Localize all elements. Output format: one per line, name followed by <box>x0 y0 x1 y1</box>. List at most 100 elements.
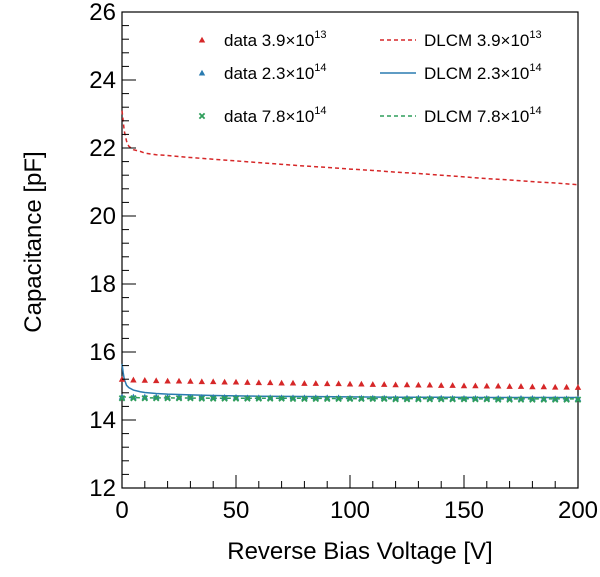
data-point <box>301 394 308 401</box>
data-point <box>369 395 377 403</box>
data-point <box>232 395 240 402</box>
data-point <box>506 396 513 403</box>
data-point-stroke-b <box>312 395 320 403</box>
data-point <box>540 395 547 402</box>
data-point <box>130 376 137 383</box>
curve-layer <box>121 110 579 400</box>
data-point-stroke-b <box>483 396 491 403</box>
data-point <box>221 394 228 400</box>
data-point <box>517 383 525 389</box>
x-tick-label: 200 <box>558 497 598 524</box>
legend-marker <box>198 36 206 43</box>
data-point <box>267 379 274 386</box>
data-point <box>267 394 274 401</box>
y-tick-label: 26 <box>89 0 116 26</box>
data-point <box>164 377 171 384</box>
data-point <box>198 378 205 385</box>
legend-entry-label: data 2.3×1014 <box>224 62 327 83</box>
data-point <box>483 382 490 389</box>
data-point-stroke-b <box>517 396 525 403</box>
data-point <box>483 395 490 401</box>
data-point <box>152 395 160 402</box>
y-tick-label: 22 <box>89 135 116 162</box>
data-point <box>552 383 559 390</box>
data-point <box>381 394 388 401</box>
data-point-stroke-b <box>369 395 377 403</box>
data-point-stroke-b <box>198 395 206 402</box>
data-point <box>574 396 582 403</box>
data-point <box>118 393 126 400</box>
data-point-stroke-b <box>472 396 479 403</box>
data-point <box>312 394 319 401</box>
data-point-stroke-b <box>358 395 365 403</box>
data-point <box>141 393 148 400</box>
data-point-stroke-b <box>164 395 171 402</box>
data-point <box>472 382 479 389</box>
data-point <box>552 395 559 402</box>
data-point <box>244 379 251 385</box>
data-point <box>369 394 376 401</box>
data-point-stroke-b <box>460 396 468 403</box>
data-point <box>232 378 240 385</box>
data-point <box>358 394 365 401</box>
data-point <box>483 396 491 403</box>
data-point-stroke-b <box>506 396 513 403</box>
data-point <box>266 395 274 402</box>
data-point <box>574 395 582 402</box>
data-point <box>255 394 262 401</box>
plot-frame-layer <box>121 11 579 489</box>
data-point <box>426 381 433 388</box>
y-axis-title: Capacitance [pF] <box>20 151 47 332</box>
data-point <box>563 395 570 402</box>
data-point <box>198 394 205 400</box>
data-point <box>506 395 513 401</box>
data-point <box>210 378 217 385</box>
data-point <box>529 383 536 390</box>
data-point <box>278 394 285 401</box>
data-point <box>335 395 342 403</box>
data-point-stroke-b <box>141 395 149 402</box>
data-point-stroke-b <box>494 396 502 403</box>
data-point-stroke-b <box>437 396 445 403</box>
data-point <box>187 395 194 402</box>
legend: data 3.9×1013 data 2.3×1014 data 7.8×1014 D… <box>198 29 542 126</box>
y-tick-label: 20 <box>89 203 116 230</box>
series-points-0 <box>118 376 582 390</box>
data-point <box>153 377 160 384</box>
data-point <box>563 396 570 403</box>
data-point <box>175 395 183 402</box>
data-point-stroke-b <box>278 395 285 402</box>
legend-entry-label: data 7.8×1014 <box>224 105 327 126</box>
data-point <box>324 380 331 387</box>
data-point <box>346 395 354 403</box>
legend-entry-label: DLCM 3.9×1013 <box>424 29 542 50</box>
y-tick-label: 16 <box>89 339 116 366</box>
series-points-1 <box>118 393 582 402</box>
data-point-stroke-b <box>380 395 388 403</box>
data-point <box>164 394 171 400</box>
data-point <box>494 396 502 403</box>
data-point-stroke-b <box>221 395 228 402</box>
data-point <box>449 396 456 403</box>
data-point <box>563 383 570 390</box>
data-point <box>403 381 411 388</box>
data-point <box>289 379 297 386</box>
y-tick-label: 24 <box>89 67 116 94</box>
data-point <box>335 380 342 387</box>
data-point <box>278 395 285 402</box>
data-point <box>210 394 217 400</box>
data-point <box>346 394 354 401</box>
data-point-stroke-b <box>403 396 411 403</box>
data-point-stroke-b <box>529 396 536 403</box>
data-point <box>118 395 126 402</box>
data-point <box>358 395 365 403</box>
data-point <box>244 395 251 402</box>
data-point <box>312 380 319 386</box>
data-point <box>358 380 365 387</box>
data-point-stroke-b <box>244 395 251 402</box>
data-point <box>209 395 217 402</box>
data-point <box>438 394 445 401</box>
data-point <box>324 394 331 401</box>
legend-entry-label: data 3.9×1013 <box>224 29 327 50</box>
